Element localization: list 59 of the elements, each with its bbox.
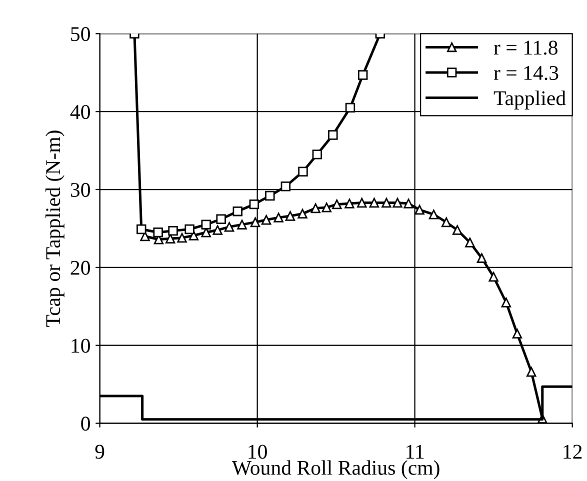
y-tick-label: 10 [72, 338, 90, 353]
y-axis-title: Tcap or Tapplied (N-m) [45, 130, 64, 327]
point [357, 198, 367, 208]
point [153, 228, 163, 238]
point [344, 198, 354, 208]
point [285, 211, 296, 221]
x-axis-title: Wound Roll Radius (cm) [232, 460, 440, 480]
point [136, 224, 146, 234]
point [392, 198, 402, 208]
x-tick-label: 11 [406, 444, 424, 459]
point [345, 102, 356, 113]
point [261, 215, 272, 225]
point [404, 198, 414, 208]
point [382, 198, 392, 208]
point [224, 222, 234, 232]
point [232, 206, 242, 216]
point [280, 182, 291, 192]
point [358, 70, 368, 80]
point [441, 217, 452, 228]
point [249, 199, 260, 210]
point [310, 203, 320, 214]
x-tick-label: 9 [95, 444, 104, 459]
point [414, 204, 424, 215]
point [465, 238, 475, 248]
point [312, 150, 322, 160]
point [328, 130, 338, 140]
point [237, 220, 247, 230]
point [476, 253, 487, 263]
point [140, 231, 150, 242]
point [428, 210, 439, 220]
legend-label: Tapplied [494, 90, 566, 110]
point [184, 224, 194, 234]
point [332, 199, 342, 210]
y-tick-label: 20 [70, 260, 90, 275]
x-tick-label: 12 [564, 444, 582, 459]
point [452, 225, 462, 235]
y-tick-label: 30 [70, 182, 90, 197]
point [250, 217, 260, 228]
point [274, 212, 284, 222]
y-tick-label: 0 [81, 416, 90, 431]
point [298, 208, 308, 219]
point [512, 328, 522, 339]
y-tick-label: 50 [71, 27, 90, 42]
point [216, 214, 226, 224]
point [298, 166, 308, 176]
point [369, 198, 380, 208]
point [501, 298, 512, 308]
point [168, 226, 178, 236]
point [177, 232, 187, 243]
legend-label: r = 14.3 [494, 66, 558, 80]
point [212, 225, 222, 235]
point [526, 366, 536, 377]
point [265, 190, 275, 201]
legend-label: r = 11.8 [494, 40, 558, 55]
y-tick-label: 40 [70, 104, 90, 120]
point [201, 220, 211, 230]
point [322, 202, 332, 212]
x-tick-label: 10 [248, 444, 267, 459]
point [488, 272, 498, 282]
